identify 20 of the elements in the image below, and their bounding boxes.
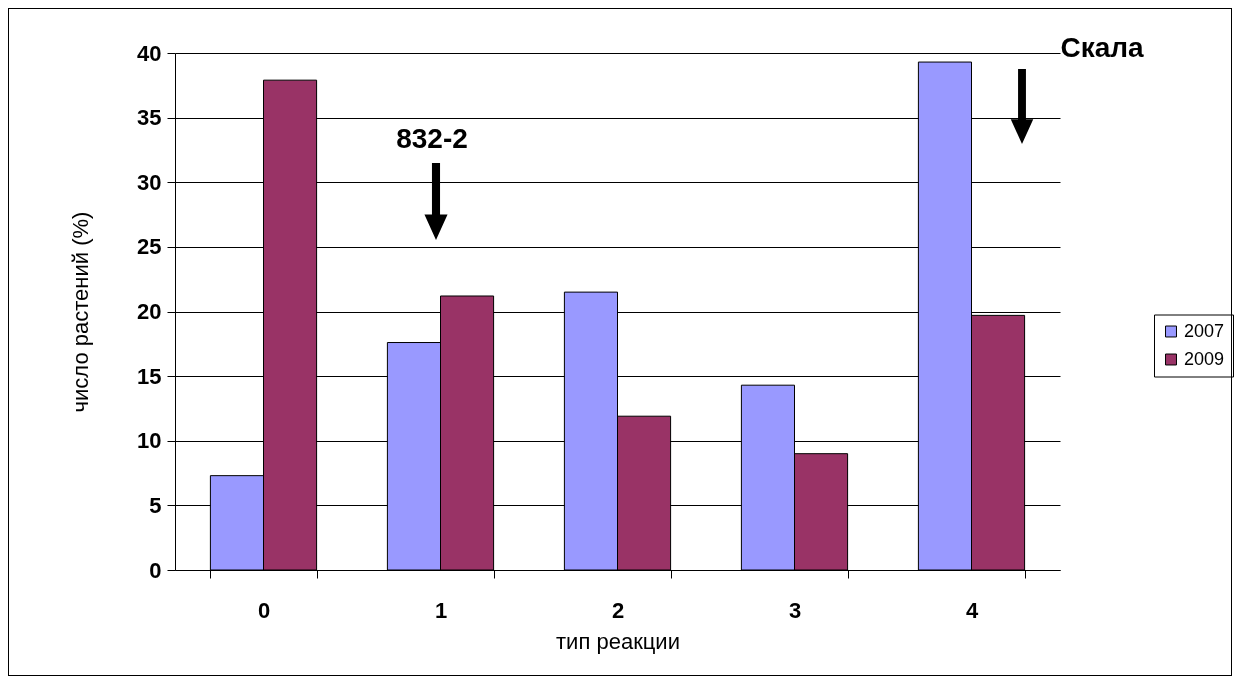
x-tick-label: 4 [965,597,979,623]
y-tick-label: 10 [137,428,162,454]
x-tick-label: 3 [788,597,802,623]
y-tick-label: 25 [137,234,162,260]
y-tick-label: 0 [149,557,162,583]
annotation: Скала [1060,32,1145,63]
annotation: 832-2 [396,123,468,154]
x-tick-label: 0 [257,597,271,623]
y-tick-label: 35 [137,105,162,131]
x-tick-label: 2 [611,597,625,623]
y-tick-label: 20 [137,299,162,324]
y-tick-label: 5 [149,492,162,518]
legend-label: 2009 [1184,348,1225,369]
y-tick-label: 30 [137,169,162,195]
y-tick-label: 15 [137,363,162,389]
x-axis-title: тип реакции [556,628,680,654]
x-tick-label: 1 [434,597,448,623]
y-axis-title: число растений (%) [67,211,93,413]
y-tick-label: 40 [137,40,162,66]
legend-label: 2007 [1184,320,1225,341]
